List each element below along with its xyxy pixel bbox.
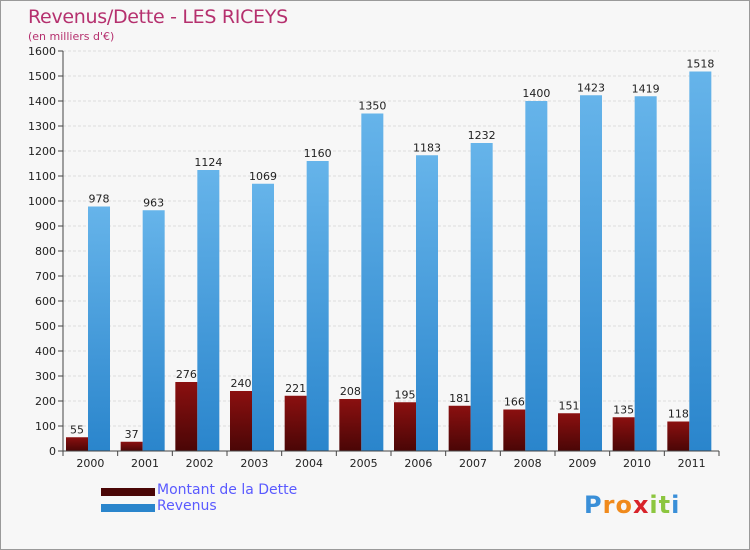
data-label-revenue: 1183 <box>413 141 441 154</box>
legend-swatch-debt <box>101 488 155 496</box>
data-label-revenue: 1518 <box>686 58 714 71</box>
y-tick-label: 1300 <box>28 120 56 133</box>
bar-revenue-2000 <box>88 206 110 451</box>
bar-revenue-2008 <box>525 101 548 451</box>
chart-subtitle: (en milliers d'€) <box>28 30 115 43</box>
bar-revenue-2009 <box>580 95 602 451</box>
y-tick-label: 1600 <box>28 45 56 58</box>
axis-layer: 0 100 200 300 400 500 600 700 800 900 1000 1100 1200… <box>28 45 720 470</box>
bar-debt-2009 <box>558 413 580 451</box>
bar-debt-2000 <box>66 437 88 451</box>
y-tick-label: 1100 <box>28 170 56 183</box>
legend-label-debt: Montant de la Dette <box>157 482 298 498</box>
data-label-debt: 208 <box>340 385 361 398</box>
logo-letter: P <box>584 491 603 519</box>
x-tick-label: 2010 <box>623 457 651 470</box>
grid-layer <box>63 50 719 452</box>
y-tick-label: 500 <box>35 320 56 333</box>
x-tick-label: 2007 <box>459 457 487 470</box>
y-tick-label: 100 <box>35 420 56 433</box>
bar-revenue-2003 <box>252 183 274 451</box>
bar-debt-2003 <box>230 391 252 451</box>
data-label-revenue: 1423 <box>577 81 605 94</box>
y-tick-label: 1200 <box>28 145 56 158</box>
data-label-revenue: 963 <box>143 196 164 209</box>
y-tick-label: 600 <box>35 295 56 308</box>
x-tick-label: 2006 <box>404 457 432 470</box>
logo-letter: i <box>649 491 659 519</box>
y-tick-label: 800 <box>35 245 56 258</box>
data-label-revenue: 1400 <box>522 87 550 100</box>
logo-letter: o <box>615 491 633 519</box>
data-label-debt: 221 <box>285 382 306 395</box>
x-tick-label: 2011 <box>678 457 706 470</box>
data-label-debt: 166 <box>504 396 525 409</box>
bar-debt-2007 <box>448 405 471 451</box>
label-layer: 55 978 37 963 276 1124 240 1069 221 1160 208 1350 19… <box>70 58 714 441</box>
bar-debt-2008 <box>503 409 526 451</box>
data-label-debt: 118 <box>668 408 689 421</box>
legend-label-revenue: Revenus <box>157 498 217 514</box>
data-label-revenue: 978 <box>89 193 110 206</box>
data-label-debt: 37 <box>125 428 139 441</box>
bar-debt-2001 <box>120 441 143 451</box>
data-label-debt: 151 <box>559 399 580 412</box>
y-tick-label: 1500 <box>28 70 56 83</box>
y-tick-label: 200 <box>35 395 56 408</box>
bar-revenue-2010 <box>634 96 657 451</box>
x-tick-label: 2009 <box>568 457 596 470</box>
x-tick-label: 2005 <box>350 457 378 470</box>
bar-revenue-2007 <box>470 143 493 451</box>
logo-letter: x <box>632 491 650 519</box>
data-label-revenue: 1232 <box>468 129 496 142</box>
bar-revenue-2011 <box>689 71 712 451</box>
x-tick-label: 2003 <box>240 457 268 470</box>
proxiti-logo: Proxiti <box>584 491 680 519</box>
data-label-debt: 55 <box>70 423 84 436</box>
x-tick-label: 2002 <box>186 457 214 470</box>
bar-revenue-2004 <box>306 161 329 451</box>
bar-debt-2005 <box>339 399 362 451</box>
y-tick-label: 700 <box>35 270 56 283</box>
y-tick-label: 0 <box>49 445 56 458</box>
data-label-revenue: 1124 <box>194 156 222 169</box>
bar-debt-2010 <box>612 417 635 451</box>
x-tick-label: 2004 <box>295 457 323 470</box>
x-tick-label: 2008 <box>514 457 542 470</box>
y-tick-label: 300 <box>35 370 56 383</box>
bar-debt-2011 <box>667 421 690 451</box>
y-tick-label: 400 <box>35 345 56 358</box>
logo-letter: t <box>658 491 672 519</box>
data-label-debt: 195 <box>395 388 416 401</box>
bar-debt-2004 <box>284 395 307 451</box>
data-label-debt: 181 <box>449 392 470 405</box>
y-tick-label: 1000 <box>28 195 56 208</box>
bar-revenue-2002 <box>197 170 220 451</box>
data-label-revenue: 1419 <box>632 82 660 95</box>
logo-letter: r <box>602 491 616 519</box>
legend-swatch-revenue <box>101 504 155 512</box>
bar-layer <box>66 71 712 451</box>
data-label-debt: 135 <box>613 403 634 416</box>
x-tick-label: 2001 <box>131 457 159 470</box>
bar-revenue-2005 <box>361 113 384 451</box>
x-tick-label: 2000 <box>76 457 104 470</box>
y-tick-label: 900 <box>35 220 56 233</box>
bar-revenue-2006 <box>416 155 438 451</box>
data-label-revenue: 1069 <box>249 170 277 183</box>
chart-title: Revenus/Dette - LES RICEYS <box>28 6 288 28</box>
data-label-debt: 240 <box>231 377 252 390</box>
bar-revenue-2001 <box>142 210 165 451</box>
data-label-revenue: 1160 <box>304 147 332 160</box>
logo-letter: i <box>671 491 681 519</box>
data-label-debt: 276 <box>176 368 197 381</box>
bar-debt-2006 <box>394 402 416 451</box>
data-label-revenue: 1350 <box>358 100 386 113</box>
y-tick-label: 1400 <box>28 95 56 108</box>
bar-debt-2002 <box>175 382 198 451</box>
